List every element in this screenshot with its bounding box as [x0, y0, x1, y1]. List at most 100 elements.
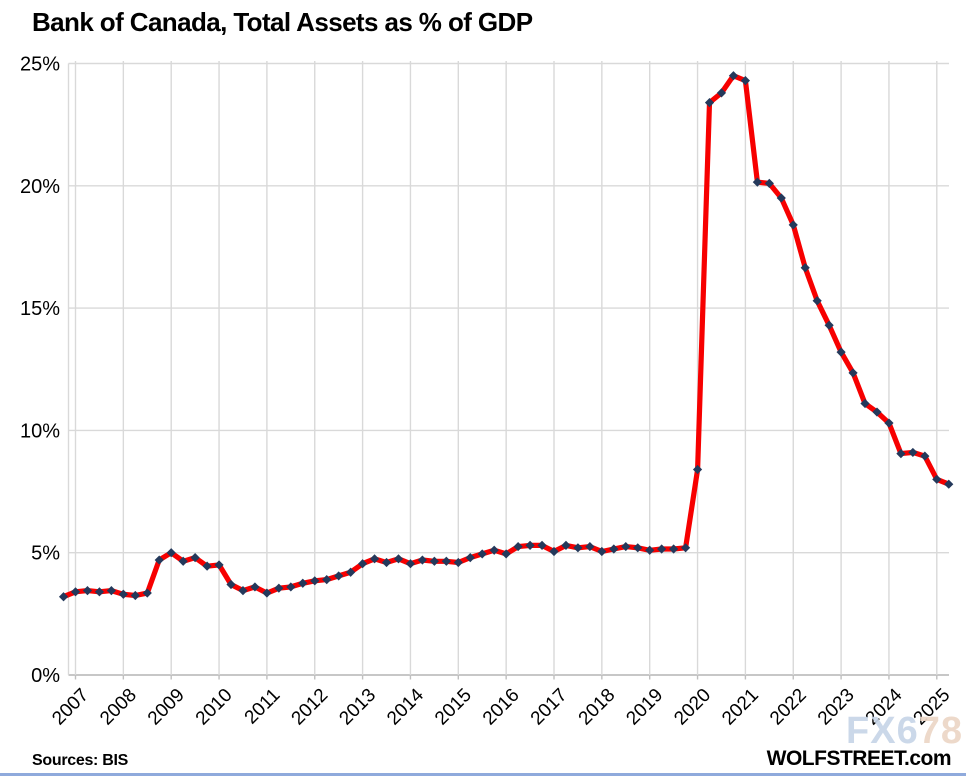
- x-tick-label: 2011: [241, 685, 285, 729]
- data-point-marker: [441, 556, 451, 566]
- data-point-marker: [214, 560, 224, 570]
- data-point-marker: [381, 557, 392, 568]
- data-point-marker: [477, 549, 487, 559]
- data-point-marker: [836, 347, 846, 357]
- data-point-marker: [286, 582, 296, 592]
- bottom-blue-rule: [0, 773, 966, 776]
- data-point-marker: [202, 561, 212, 571]
- data-point-marker: [680, 543, 691, 553]
- data-point-marker: [633, 543, 643, 553]
- x-tick-label: 2010: [192, 685, 237, 730]
- data-point-marker: [298, 578, 308, 588]
- data-point-marker: [704, 98, 715, 108]
- chart-title: Bank of Canada, Total Assets as % of GDP: [32, 7, 533, 37]
- data-point-marker: [393, 554, 404, 564]
- x-tick-label: 2014: [383, 684, 428, 729]
- data-point-marker: [597, 546, 607, 557]
- data-point-marker: [884, 418, 894, 428]
- data-point-marker: [920, 451, 930, 461]
- data-point-marker: [657, 544, 667, 554]
- y-tick-label: 25%: [20, 54, 60, 76]
- data-point-marker: [549, 546, 559, 557]
- data-point-marker: [82, 586, 93, 596]
- data-point-marker: [860, 398, 870, 409]
- data-point-marker: [501, 549, 511, 559]
- data-point-marker: [405, 559, 416, 569]
- data-point-marker: [848, 368, 858, 378]
- x-tick-label: 2009: [144, 685, 189, 730]
- data-point-marker: [788, 220, 798, 230]
- data-point-marker: [106, 586, 116, 596]
- data-point-marker: [896, 449, 906, 459]
- data-point-marker: [716, 88, 727, 98]
- data-point-marker: [238, 586, 248, 596]
- data-point-marker: [178, 556, 188, 566]
- data-point-marker: [70, 587, 81, 597]
- data-point-marker: [932, 474, 942, 484]
- data-point-marker: [118, 589, 128, 599]
- x-tick-label: 2018: [575, 685, 620, 730]
- x-tick-label: 2021: [718, 685, 763, 730]
- x-tick-label: 2022: [766, 685, 811, 730]
- data-point-marker: [669, 544, 679, 554]
- data-point-marker: [513, 541, 523, 552]
- data-point-marker: [166, 548, 176, 558]
- x-tick-label: 2013: [335, 685, 380, 730]
- data-point-marker: [154, 555, 164, 565]
- fx678-watermark: FX678: [846, 710, 963, 753]
- data-point-marker: [142, 588, 152, 598]
- y-tick-label: 0%: [31, 665, 60, 687]
- watermark-text-blue: FX6: [846, 710, 919, 752]
- data-point-marker: [334, 571, 344, 581]
- data-point-marker: [525, 540, 535, 550]
- data-point-marker: [417, 555, 428, 565]
- data-point-marker: [250, 582, 260, 592]
- data-point-marker: [429, 556, 439, 566]
- data-point-marker: [130, 590, 140, 601]
- data-point-marker: [94, 587, 105, 597]
- x-tick-label: 2008: [96, 685, 141, 730]
- data-point-marker: [310, 576, 320, 586]
- data-point-marker: [58, 592, 69, 602]
- data-point-marker: [944, 479, 954, 489]
- x-tick-label: 2019: [622, 685, 667, 730]
- data-point-marker: [585, 541, 595, 552]
- x-tick-label: 2017: [527, 685, 572, 730]
- wolfstreet-label: WOLFSTREET.com: [766, 747, 952, 770]
- x-tick-label: 2016: [479, 685, 524, 730]
- data-point-marker: [776, 193, 786, 203]
- data-point-marker: [369, 554, 380, 564]
- x-tick-label: 2020: [670, 685, 715, 730]
- data-point-marker: [609, 544, 619, 554]
- data-point-marker: [358, 559, 368, 569]
- data-point-marker: [740, 76, 750, 86]
- sources-label: Sources: BIS: [32, 752, 128, 769]
- data-point-marker: [322, 575, 332, 585]
- data-point-marker: [728, 71, 739, 81]
- data-point-marker: [561, 540, 571, 550]
- y-tick-label: 5%: [31, 543, 60, 565]
- data-point-marker: [872, 407, 882, 417]
- data-point-marker: [752, 177, 762, 187]
- y-tick-label: 20%: [20, 176, 60, 198]
- data-point-marker: [645, 545, 655, 555]
- data-point-marker: [621, 541, 631, 552]
- data-point-marker: [274, 583, 284, 593]
- data-point-marker: [346, 567, 356, 577]
- x-tick-label: 2007: [48, 685, 93, 730]
- y-tick-label: 15%: [20, 298, 60, 320]
- data-point-marker: [692, 464, 703, 475]
- data-point-marker: [190, 552, 200, 563]
- x-tick-label: 2012: [288, 685, 333, 730]
- data-point-marker: [453, 557, 463, 568]
- data-point-marker: [812, 296, 822, 306]
- watermark-text-peach: 78: [918, 710, 963, 752]
- data-point-marker: [465, 552, 475, 563]
- data-point-marker: [537, 540, 547, 550]
- data-point-marker: [226, 579, 236, 590]
- y-tick-label: 10%: [20, 420, 60, 442]
- data-point-marker: [489, 545, 499, 555]
- x-tick-label: 2015: [431, 685, 476, 730]
